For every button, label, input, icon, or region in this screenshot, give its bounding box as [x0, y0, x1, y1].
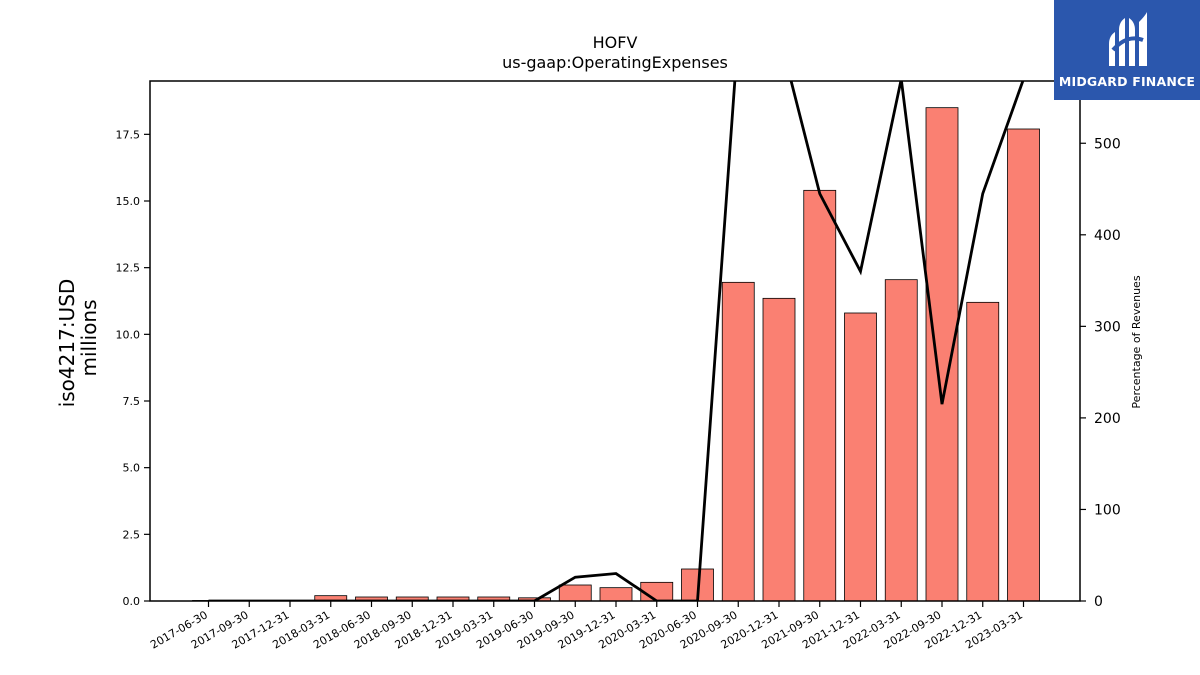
bar	[966, 301, 1000, 602]
y2-tick-label: 200	[1094, 411, 1121, 427]
chart-title: HOFV	[593, 33, 638, 52]
y-axis-label-line1: iso4217:USD	[55, 279, 79, 408]
bar	[762, 297, 796, 602]
midgard-logo-icon	[1109, 12, 1147, 66]
y2-axis-label: Percentage of Revenues	[1130, 275, 1143, 408]
y2-tick-label: 300	[1094, 319, 1121, 335]
bar	[803, 189, 837, 602]
y-tick-label: 10.0	[116, 328, 141, 341]
y-tick-label: 0.0	[123, 595, 141, 608]
y-tick-label: 2.5	[123, 528, 141, 541]
y-tick-label: 17.5	[116, 128, 141, 141]
bar	[844, 312, 877, 602]
line-layer	[208, 81, 1025, 601]
y2-tick-label: 100	[1094, 502, 1121, 518]
y-axis-label-line2: millions	[77, 299, 101, 376]
y-axis-ticks: 0.0 2.5 5.0 7.5 10.0 12.5 15.0 17.5	[116, 128, 150, 608]
y-tick-label: 15.0	[116, 195, 141, 208]
bar	[640, 581, 674, 602]
y2-tick-label: 400	[1094, 228, 1121, 244]
bars	[192, 107, 1040, 602]
x-axis-ticks: 2017-06-302017-09-302017-12-312018-03-31…	[148, 601, 1025, 652]
y-tick-label: 5.0	[123, 462, 141, 475]
y2-tick-label: 0	[1094, 594, 1103, 610]
bar	[884, 279, 918, 602]
brand-logo: MIDGARD FINANCE	[1054, 0, 1200, 100]
bar	[599, 587, 633, 602]
y2-axis-ticks: 0 100 200 300 400 500	[1080, 136, 1121, 610]
bar	[558, 584, 592, 602]
y2-tick-label: 500	[1094, 136, 1121, 152]
bar	[721, 281, 755, 602]
bar	[1007, 128, 1040, 602]
series-line	[208, 81, 1025, 601]
y-tick-label: 12.5	[116, 262, 141, 275]
brand-name: MIDGARD FINANCE	[1058, 74, 1196, 89]
chart-subtitle: us-gaap:OperatingExpenses	[502, 53, 728, 72]
plot-frame	[149, 80, 1081, 602]
bar	[925, 107, 959, 602]
y-tick-label: 7.5	[123, 395, 141, 408]
